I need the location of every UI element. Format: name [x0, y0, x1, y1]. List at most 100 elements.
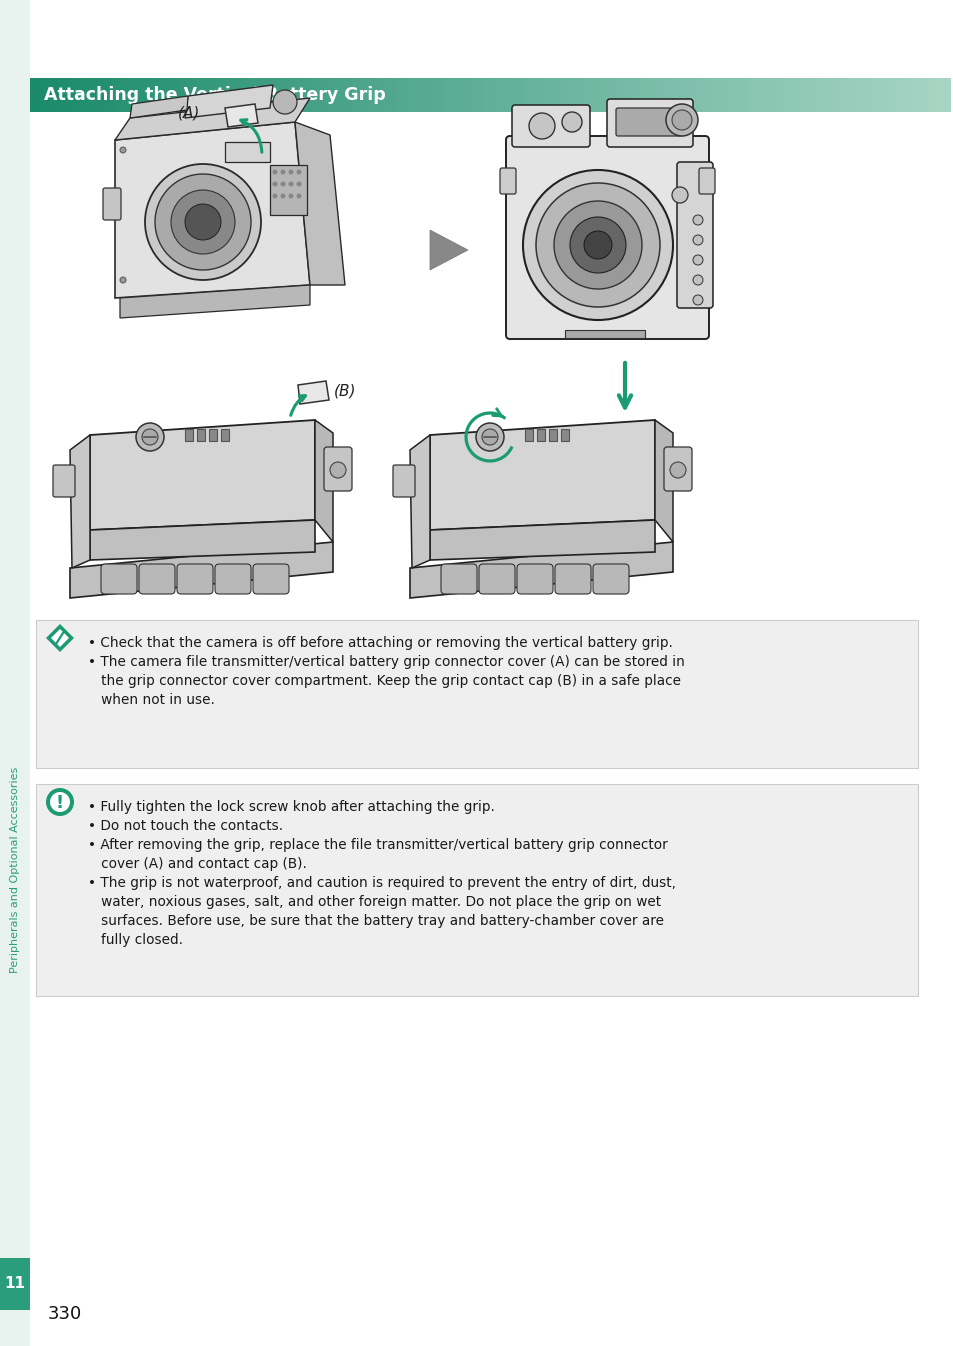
Text: fully closed.: fully closed.	[88, 933, 183, 948]
FancyBboxPatch shape	[544, 78, 555, 112]
FancyBboxPatch shape	[393, 464, 415, 497]
FancyBboxPatch shape	[555, 564, 590, 594]
FancyBboxPatch shape	[548, 429, 557, 441]
FancyBboxPatch shape	[132, 78, 141, 112]
FancyBboxPatch shape	[839, 78, 849, 112]
FancyBboxPatch shape	[53, 464, 75, 497]
FancyBboxPatch shape	[379, 78, 390, 112]
FancyBboxPatch shape	[49, 78, 58, 112]
FancyBboxPatch shape	[765, 78, 776, 112]
Circle shape	[692, 275, 702, 285]
Circle shape	[671, 110, 691, 131]
FancyBboxPatch shape	[213, 78, 224, 112]
Text: Peripherals and Optional Accessories: Peripherals and Optional Accessories	[10, 767, 20, 973]
FancyBboxPatch shape	[287, 78, 297, 112]
FancyBboxPatch shape	[225, 141, 270, 162]
Circle shape	[669, 462, 685, 478]
FancyBboxPatch shape	[253, 564, 289, 594]
FancyBboxPatch shape	[435, 78, 444, 112]
Text: cover (A) and contact cap (B).: cover (A) and contact cap (B).	[88, 857, 307, 871]
FancyBboxPatch shape	[499, 168, 516, 194]
Circle shape	[522, 170, 672, 320]
Circle shape	[288, 194, 294, 198]
Circle shape	[185, 205, 221, 240]
FancyBboxPatch shape	[397, 78, 408, 112]
Circle shape	[280, 194, 285, 198]
FancyBboxPatch shape	[618, 78, 628, 112]
FancyBboxPatch shape	[241, 78, 252, 112]
FancyBboxPatch shape	[57, 78, 68, 112]
FancyBboxPatch shape	[471, 78, 481, 112]
FancyBboxPatch shape	[314, 78, 325, 112]
Circle shape	[120, 277, 126, 283]
Polygon shape	[90, 520, 314, 560]
FancyBboxPatch shape	[205, 78, 214, 112]
FancyBboxPatch shape	[560, 429, 568, 441]
FancyBboxPatch shape	[581, 78, 592, 112]
Polygon shape	[410, 542, 672, 598]
Text: • Check that the camera is off before attaching or removing the vertical battery: • Check that the camera is off before at…	[88, 637, 672, 650]
FancyBboxPatch shape	[677, 162, 712, 308]
Polygon shape	[46, 625, 74, 651]
FancyBboxPatch shape	[599, 78, 610, 112]
Circle shape	[273, 182, 277, 187]
FancyBboxPatch shape	[407, 78, 417, 112]
Polygon shape	[430, 420, 655, 530]
FancyBboxPatch shape	[664, 78, 675, 112]
Circle shape	[171, 190, 234, 254]
FancyBboxPatch shape	[738, 78, 748, 112]
Circle shape	[46, 787, 74, 816]
FancyBboxPatch shape	[728, 78, 739, 112]
FancyBboxPatch shape	[720, 78, 729, 112]
Circle shape	[280, 170, 285, 175]
Text: water, noxious gases, salt, and other foreign matter. Do not place the grip on w: water, noxious gases, salt, and other fo…	[88, 895, 660, 909]
FancyBboxPatch shape	[416, 78, 426, 112]
Text: • The grip is not waterproof, and caution is required to prevent the entry of di: • The grip is not waterproof, and cautio…	[88, 876, 676, 890]
FancyBboxPatch shape	[270, 166, 307, 215]
FancyBboxPatch shape	[829, 78, 840, 112]
FancyBboxPatch shape	[572, 78, 582, 112]
Polygon shape	[655, 420, 672, 542]
Circle shape	[671, 187, 687, 203]
Text: !: !	[56, 794, 64, 812]
Text: • After removing the grip, replace the file transmitter/vertical battery grip co: • After removing the grip, replace the f…	[88, 839, 667, 852]
Circle shape	[665, 104, 698, 136]
FancyBboxPatch shape	[158, 78, 169, 112]
Text: • Do not touch the contacts.: • Do not touch the contacts.	[88, 818, 283, 833]
FancyBboxPatch shape	[233, 78, 242, 112]
Circle shape	[296, 194, 301, 198]
FancyBboxPatch shape	[453, 78, 463, 112]
FancyBboxPatch shape	[606, 100, 692, 147]
FancyBboxPatch shape	[692, 78, 701, 112]
Circle shape	[330, 462, 346, 478]
Circle shape	[120, 147, 126, 153]
Circle shape	[554, 201, 641, 289]
FancyBboxPatch shape	[36, 783, 917, 996]
FancyBboxPatch shape	[214, 564, 251, 594]
Circle shape	[529, 113, 555, 139]
FancyBboxPatch shape	[512, 105, 589, 147]
FancyBboxPatch shape	[903, 78, 913, 112]
Circle shape	[476, 423, 503, 451]
Polygon shape	[410, 435, 430, 568]
FancyBboxPatch shape	[537, 429, 544, 441]
FancyBboxPatch shape	[150, 78, 160, 112]
FancyBboxPatch shape	[821, 78, 830, 112]
Polygon shape	[115, 122, 310, 297]
Text: • The camera file transmitter/vertical battery grip connector cover (A) can be s: • The camera file transmitter/vertical b…	[88, 656, 684, 669]
FancyBboxPatch shape	[747, 78, 757, 112]
Circle shape	[583, 232, 612, 258]
Polygon shape	[430, 230, 468, 271]
FancyBboxPatch shape	[186, 78, 196, 112]
FancyBboxPatch shape	[699, 168, 714, 194]
FancyBboxPatch shape	[593, 564, 628, 594]
FancyBboxPatch shape	[0, 1259, 30, 1310]
FancyBboxPatch shape	[462, 78, 472, 112]
FancyBboxPatch shape	[425, 78, 436, 112]
FancyBboxPatch shape	[443, 78, 454, 112]
Text: the grip connector cover compartment. Keep the grip contact cap (B) in a safe pl: the grip connector cover compartment. Ke…	[88, 674, 680, 688]
FancyBboxPatch shape	[196, 429, 205, 441]
FancyBboxPatch shape	[517, 564, 553, 594]
FancyBboxPatch shape	[104, 78, 113, 112]
FancyBboxPatch shape	[278, 78, 289, 112]
